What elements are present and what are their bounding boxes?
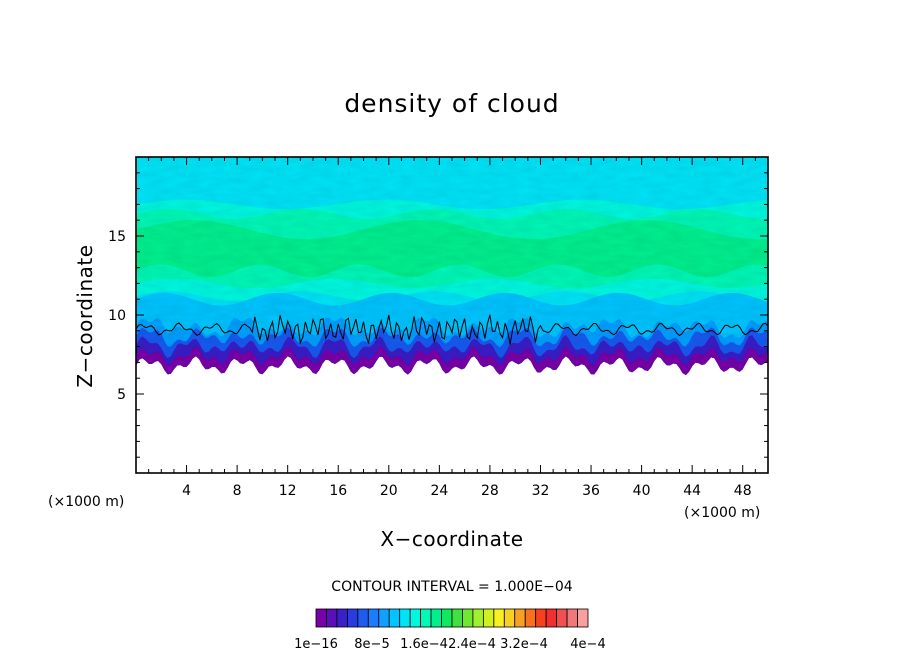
x-tick-label: 32 (532, 483, 550, 499)
colorbar-swatch (441, 608, 453, 628)
colorbar-swatch (566, 608, 578, 628)
x-tick-label: 44 (683, 483, 701, 499)
x-tick-label: 48 (734, 483, 752, 499)
colorbar-swatch (524, 608, 537, 628)
contour-line (136, 314, 768, 345)
colorbar-swatch (336, 608, 348, 628)
chart-title: density of cloud (344, 89, 559, 118)
colorbar-swatch (326, 608, 338, 628)
colorbar-swatch (430, 608, 442, 628)
colorbar-swatch (367, 608, 380, 628)
colorbar-labels: 1e−16 8e−5 1.6e−4 2.4e−4 3.2e−4 4e−4 (294, 637, 606, 652)
colorbar-swatch (503, 608, 516, 628)
x-axis-label: X−coordinate (380, 527, 523, 551)
colorbar-swatch (482, 608, 495, 628)
x-unit-left: (×1000 m) (48, 494, 124, 510)
colorbar-label: 8e−5 (354, 637, 389, 652)
colorbar-swatch (462, 608, 474, 628)
y-tick-label: 10 (108, 308, 126, 324)
colorbar-swatch (493, 608, 505, 628)
x-tick-label: 24 (430, 483, 448, 499)
y-tick-label: 15 (108, 229, 126, 245)
colorbar-swatch (409, 608, 422, 628)
colorbar-swatch (556, 608, 568, 628)
colorbar-swatch (357, 608, 369, 628)
colorbar-swatch (535, 608, 547, 628)
colorbar-label: 1.6e−4 (400, 637, 448, 652)
x-tick-label: 20 (380, 483, 398, 499)
x-tick-label: 36 (582, 483, 600, 499)
colorbar-swatch (514, 608, 526, 628)
x-tick-label: 40 (633, 483, 651, 499)
colorbar-label: 3.2e−4 (500, 637, 548, 652)
colorbar-swatch (388, 608, 401, 628)
colorbar-label: 4e−4 (570, 637, 605, 652)
x-tick-label: 8 (233, 483, 242, 499)
colorbar-swatch (577, 608, 589, 628)
colorbar-label: 2.4e−4 (448, 637, 496, 652)
x-tick-label: 28 (481, 483, 499, 499)
x-tick-label: 12 (279, 483, 297, 499)
x-tick-label: 16 (329, 483, 347, 499)
colorbar-swatch (545, 608, 558, 628)
colorbar-swatch (346, 608, 359, 628)
x-unit-right: (×1000 m) (684, 505, 760, 521)
field-band-7 (136, 335, 768, 375)
colorbar-swatch (378, 608, 390, 628)
y-axis-label: Z−coordinate (73, 244, 97, 387)
x-axis: 4 8 12 16 20 24 28 32 36 40 44 48 (135, 157, 769, 499)
y-tick-label: 5 (117, 387, 126, 403)
contour-interval-label: CONTOUR INTERVAL = 1.000E−04 (331, 579, 572, 595)
colorbar-swatch (315, 608, 327, 628)
colorbar-swatch (472, 608, 484, 628)
colorbar (315, 608, 589, 628)
y-axis: 5 10 15 (108, 156, 768, 474)
cloud-density-field (136, 157, 768, 375)
field-band-3 (136, 220, 768, 278)
colorbar-swatch (451, 608, 463, 628)
colorbar-swatch (420, 608, 432, 628)
x-tick-label: 4 (182, 483, 191, 499)
colorbar-swatch (399, 608, 411, 628)
field-band-8 (136, 346, 768, 375)
colorbar-label: 1e−16 (294, 637, 338, 652)
